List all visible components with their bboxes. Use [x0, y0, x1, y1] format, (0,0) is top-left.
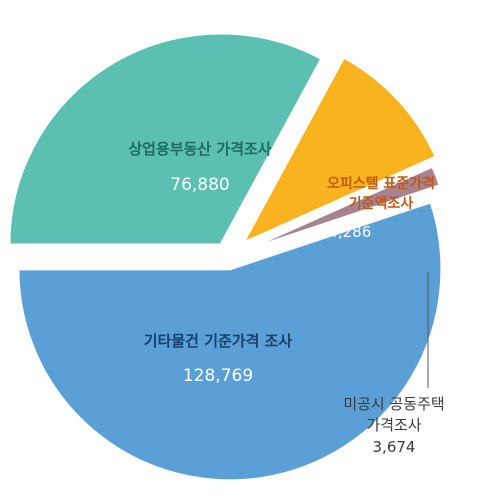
slice-value-officetel: 24,286: [319, 223, 372, 241]
slice-label-officetel-line2: 기준액조사: [349, 195, 414, 212]
slice-label-other: 기타물건 기준가격 조사: [144, 332, 293, 350]
slice-value-other: 128,769: [183, 366, 253, 386]
slice-other: [16, 200, 444, 483]
slice-commercial: [7, 31, 324, 247]
slice-unannounced: [237, 164, 442, 255]
slice-label-unannounced-line1: 미공시 공동주택: [343, 395, 444, 413]
slice-value-unannounced: 3,674: [373, 438, 416, 456]
slice-label-commercial: 상업용부동산 가격조사: [128, 140, 271, 158]
slice-value-commercial: 76,880: [170, 175, 229, 195]
slice-label-officetel-line1: 오피스텔 표준가격: [327, 175, 435, 192]
slice-officetel: [241, 55, 438, 245]
slice-label-unannounced-line2: 가격조사: [366, 416, 421, 434]
